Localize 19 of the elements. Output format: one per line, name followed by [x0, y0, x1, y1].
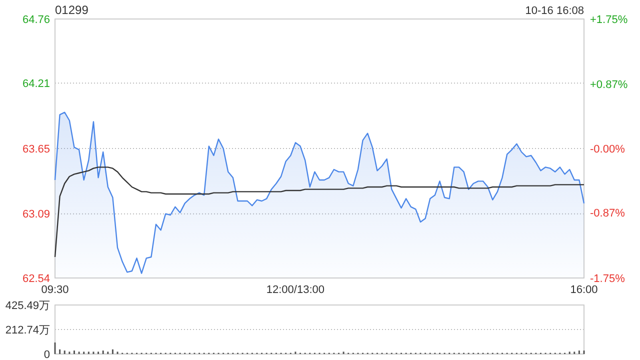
y-tick-label: 212.74万 [5, 324, 50, 336]
y-tick-label: 0 [44, 348, 50, 360]
y-tick-label: 64.76 [22, 14, 50, 26]
x-tick-label: 16:00 [570, 284, 598, 296]
text: 10-16 16:08 [525, 5, 584, 17]
y2-tick-label: -0.87% [590, 208, 626, 220]
x-tick-label: 09:30 [41, 284, 69, 296]
chart-title: 01299 [55, 3, 89, 17]
y-tick-label: 63.09 [22, 208, 50, 221]
y2-tick-label: -1.75% [590, 272, 626, 285]
y-tick-label: 63.65 [22, 143, 50, 156]
x-tick-label: 12:00/13:00 [266, 284, 325, 296]
line-series [54, 166, 585, 258]
y-tick-label: 425.49万 [5, 300, 50, 312]
y2-tick-label: -0.00% [590, 143, 626, 156]
y2-tick-label: +1.75% [590, 14, 628, 26]
y-tick-label: 62.54 [22, 272, 50, 285]
y2-tick-label: +0.87% [590, 78, 628, 91]
y-tick-label: 64.21 [22, 78, 50, 90]
